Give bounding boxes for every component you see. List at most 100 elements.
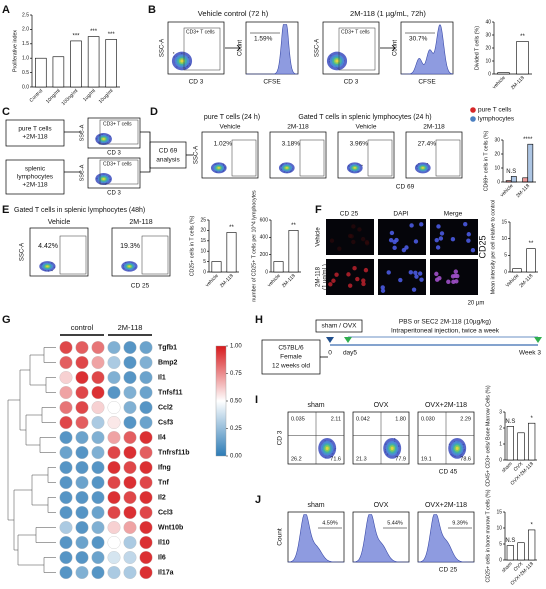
bar [506,426,514,461]
gate [99,119,139,145]
bar [497,72,510,75]
heat-cell [107,386,121,399]
x-tick-label: sham [501,561,514,574]
heat-cell [75,371,89,384]
heat-cell [139,506,153,519]
group-label: control [71,323,94,332]
axis-label: SSC-A [79,124,85,141]
bar [505,180,512,183]
density [285,166,289,169]
y-tick-label: 20 [200,228,206,234]
cell [351,239,356,245]
micrograph [326,259,374,295]
y-tick-label: 0 [488,71,491,77]
cell [419,222,424,227]
group-box [5,159,65,195]
y-tick-label: 3 [499,409,502,415]
x-tick-label: 10ug/ml [98,88,115,105]
treatment-text: Intraperitoneal injection, twice a week [391,328,500,335]
quadrant-value: 71.6 [330,456,341,462]
heat-cell [75,461,89,474]
condition: Vehicle [48,219,71,226]
quadrant-value: 0.035 [291,416,305,422]
scale-bar-label: 20 µm [468,301,485,307]
heat-cell [139,356,153,369]
significance: N.S [505,538,515,544]
y-tick-label: 10 [200,249,206,255]
cell [434,271,439,277]
significance: **** [523,137,533,143]
gate-label: CD3+ T cells [103,121,132,127]
colorbar-label: 1.00 [230,344,242,350]
y-axis-label: Mean intensity per cell relative to cont… [490,200,496,295]
x-tick-label: 2M-118 [281,273,297,289]
y-tick-label: 200 [260,252,269,258]
cell [386,270,391,275]
heat-cell [75,416,89,429]
heat-cell [59,341,73,354]
axis-label: CD 3 [344,79,359,86]
cell [347,283,353,288]
timeline-label: Week 3 [519,350,541,357]
heat-cell [139,461,153,474]
significance: ** [529,241,534,247]
row-label: 2M-118 [316,266,322,287]
cell [411,287,417,292]
heat-cell [107,506,121,519]
heat-cell [75,536,89,549]
percent: 3.96% [350,141,369,148]
heat-cell [107,536,121,549]
heat-cell [75,551,89,564]
significance: N.S [506,169,516,175]
histogram [352,514,409,563]
gene-label: Tnfrsf11b [158,449,190,456]
bar [52,56,65,88]
heat-cell [75,341,89,354]
gene-label: Il4 [158,434,166,441]
condition: OVX+2M-118 [425,402,467,409]
cell [451,279,456,285]
quadrant-value: 0.042 [356,416,370,422]
gate-label: CD3+ T cells [341,29,370,35]
heat-cell [139,401,153,414]
heat-cell [59,431,73,444]
heat-cell [139,476,153,489]
x-tick-label: vehicle [267,273,282,288]
heat-cell [139,446,153,459]
cell [398,277,403,283]
bar [105,39,117,88]
x-tick-label: 2M-118 [518,273,534,289]
heat-cell [75,566,89,579]
channel-label: DAPI [393,211,408,218]
density [455,446,459,451]
y-tick-label: 10 [494,165,500,171]
group-box [5,119,65,147]
event-dot [172,52,175,54]
cell [409,223,414,228]
heat-cell [107,476,121,489]
flow-plot [405,131,463,179]
histogram [287,514,344,563]
y-axis-label: Proliferative index [12,30,18,72]
gate [183,27,221,71]
panel-letter: I [255,394,258,406]
significance: ** [229,225,234,231]
cell [401,247,407,253]
x-tick-label: Vehicle [505,273,521,289]
y-tick-label: 5 [499,541,502,547]
panel-letter: J [255,494,261,506]
heat-cell [91,401,105,414]
heat-cell [91,566,105,579]
percent: 30.7% [409,36,428,43]
gene-label: Tgfb1 [158,344,177,351]
y-tick-label: 30 [494,137,500,143]
y-tick-label: 0 [504,269,507,275]
x-tick-label: 2M-118 [219,273,235,289]
surgery-text: sham / OVX [321,323,357,330]
header: pure T cells (24 h) [204,114,260,121]
x-tick-label: vehicle [492,75,507,90]
cell [355,276,360,282]
analysis-text: analysis [156,157,180,164]
heat-cell [107,341,121,354]
